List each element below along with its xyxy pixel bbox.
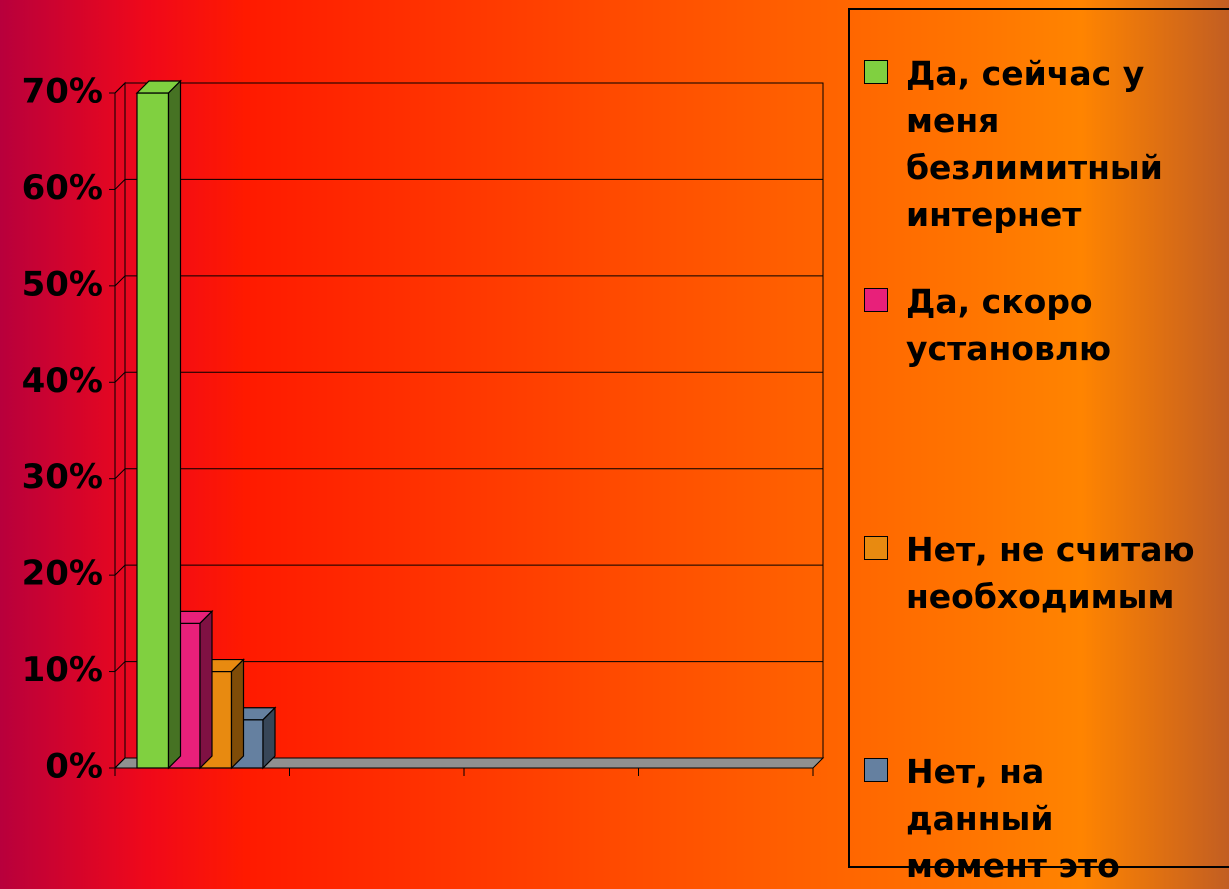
grid-line: [114, 178, 823, 190]
y-tick-label: 10%: [22, 650, 103, 690]
bar: [135, 79, 182, 770]
bar-front: [136, 92, 170, 769]
legend: Да, сейчас у меня безлимитный интернет Да…: [848, 8, 1229, 885]
bar-side: [167, 79, 182, 770]
grid-line: [114, 564, 823, 576]
y-tick-label: 40%: [22, 361, 103, 401]
legend-label: Да, скоро установлю: [906, 282, 1112, 368]
legend-swatch: [864, 536, 888, 560]
y-tick-label: 20%: [22, 554, 103, 594]
bar-side: [230, 658, 245, 770]
y-tick-label: 30%: [22, 457, 103, 497]
legend-swatch: [864, 60, 888, 84]
bar-side: [262, 706, 276, 770]
legend-label: Да, сейчас у меня безлимитный интернет: [906, 54, 1163, 234]
y-tick-label: 60%: [22, 168, 103, 208]
bar-side: [199, 609, 213, 770]
grid-line: [114, 82, 823, 94]
chart: 0% 10% 20% 30% 40% 50% 60% 70%: [22, 72, 825, 787]
legend-label: Нет, на данный момент это: [906, 752, 1120, 885]
back-wall: [124, 82, 824, 759]
side-wall: [114, 81, 126, 770]
grid-line: [114, 371, 823, 383]
legend-swatch: [864, 758, 888, 782]
y-tick-label: 50%: [22, 264, 103, 304]
y-tick-label: 0%: [45, 747, 103, 787]
legend-swatch: [864, 288, 888, 312]
grid-line: [114, 757, 823, 769]
legend-label: Нет, не считаю необходимым: [906, 530, 1195, 616]
grid-line: [114, 468, 823, 480]
grid-line: [114, 275, 823, 287]
y-tick-label: 70%: [22, 72, 103, 112]
grid-line: [114, 661, 823, 672]
